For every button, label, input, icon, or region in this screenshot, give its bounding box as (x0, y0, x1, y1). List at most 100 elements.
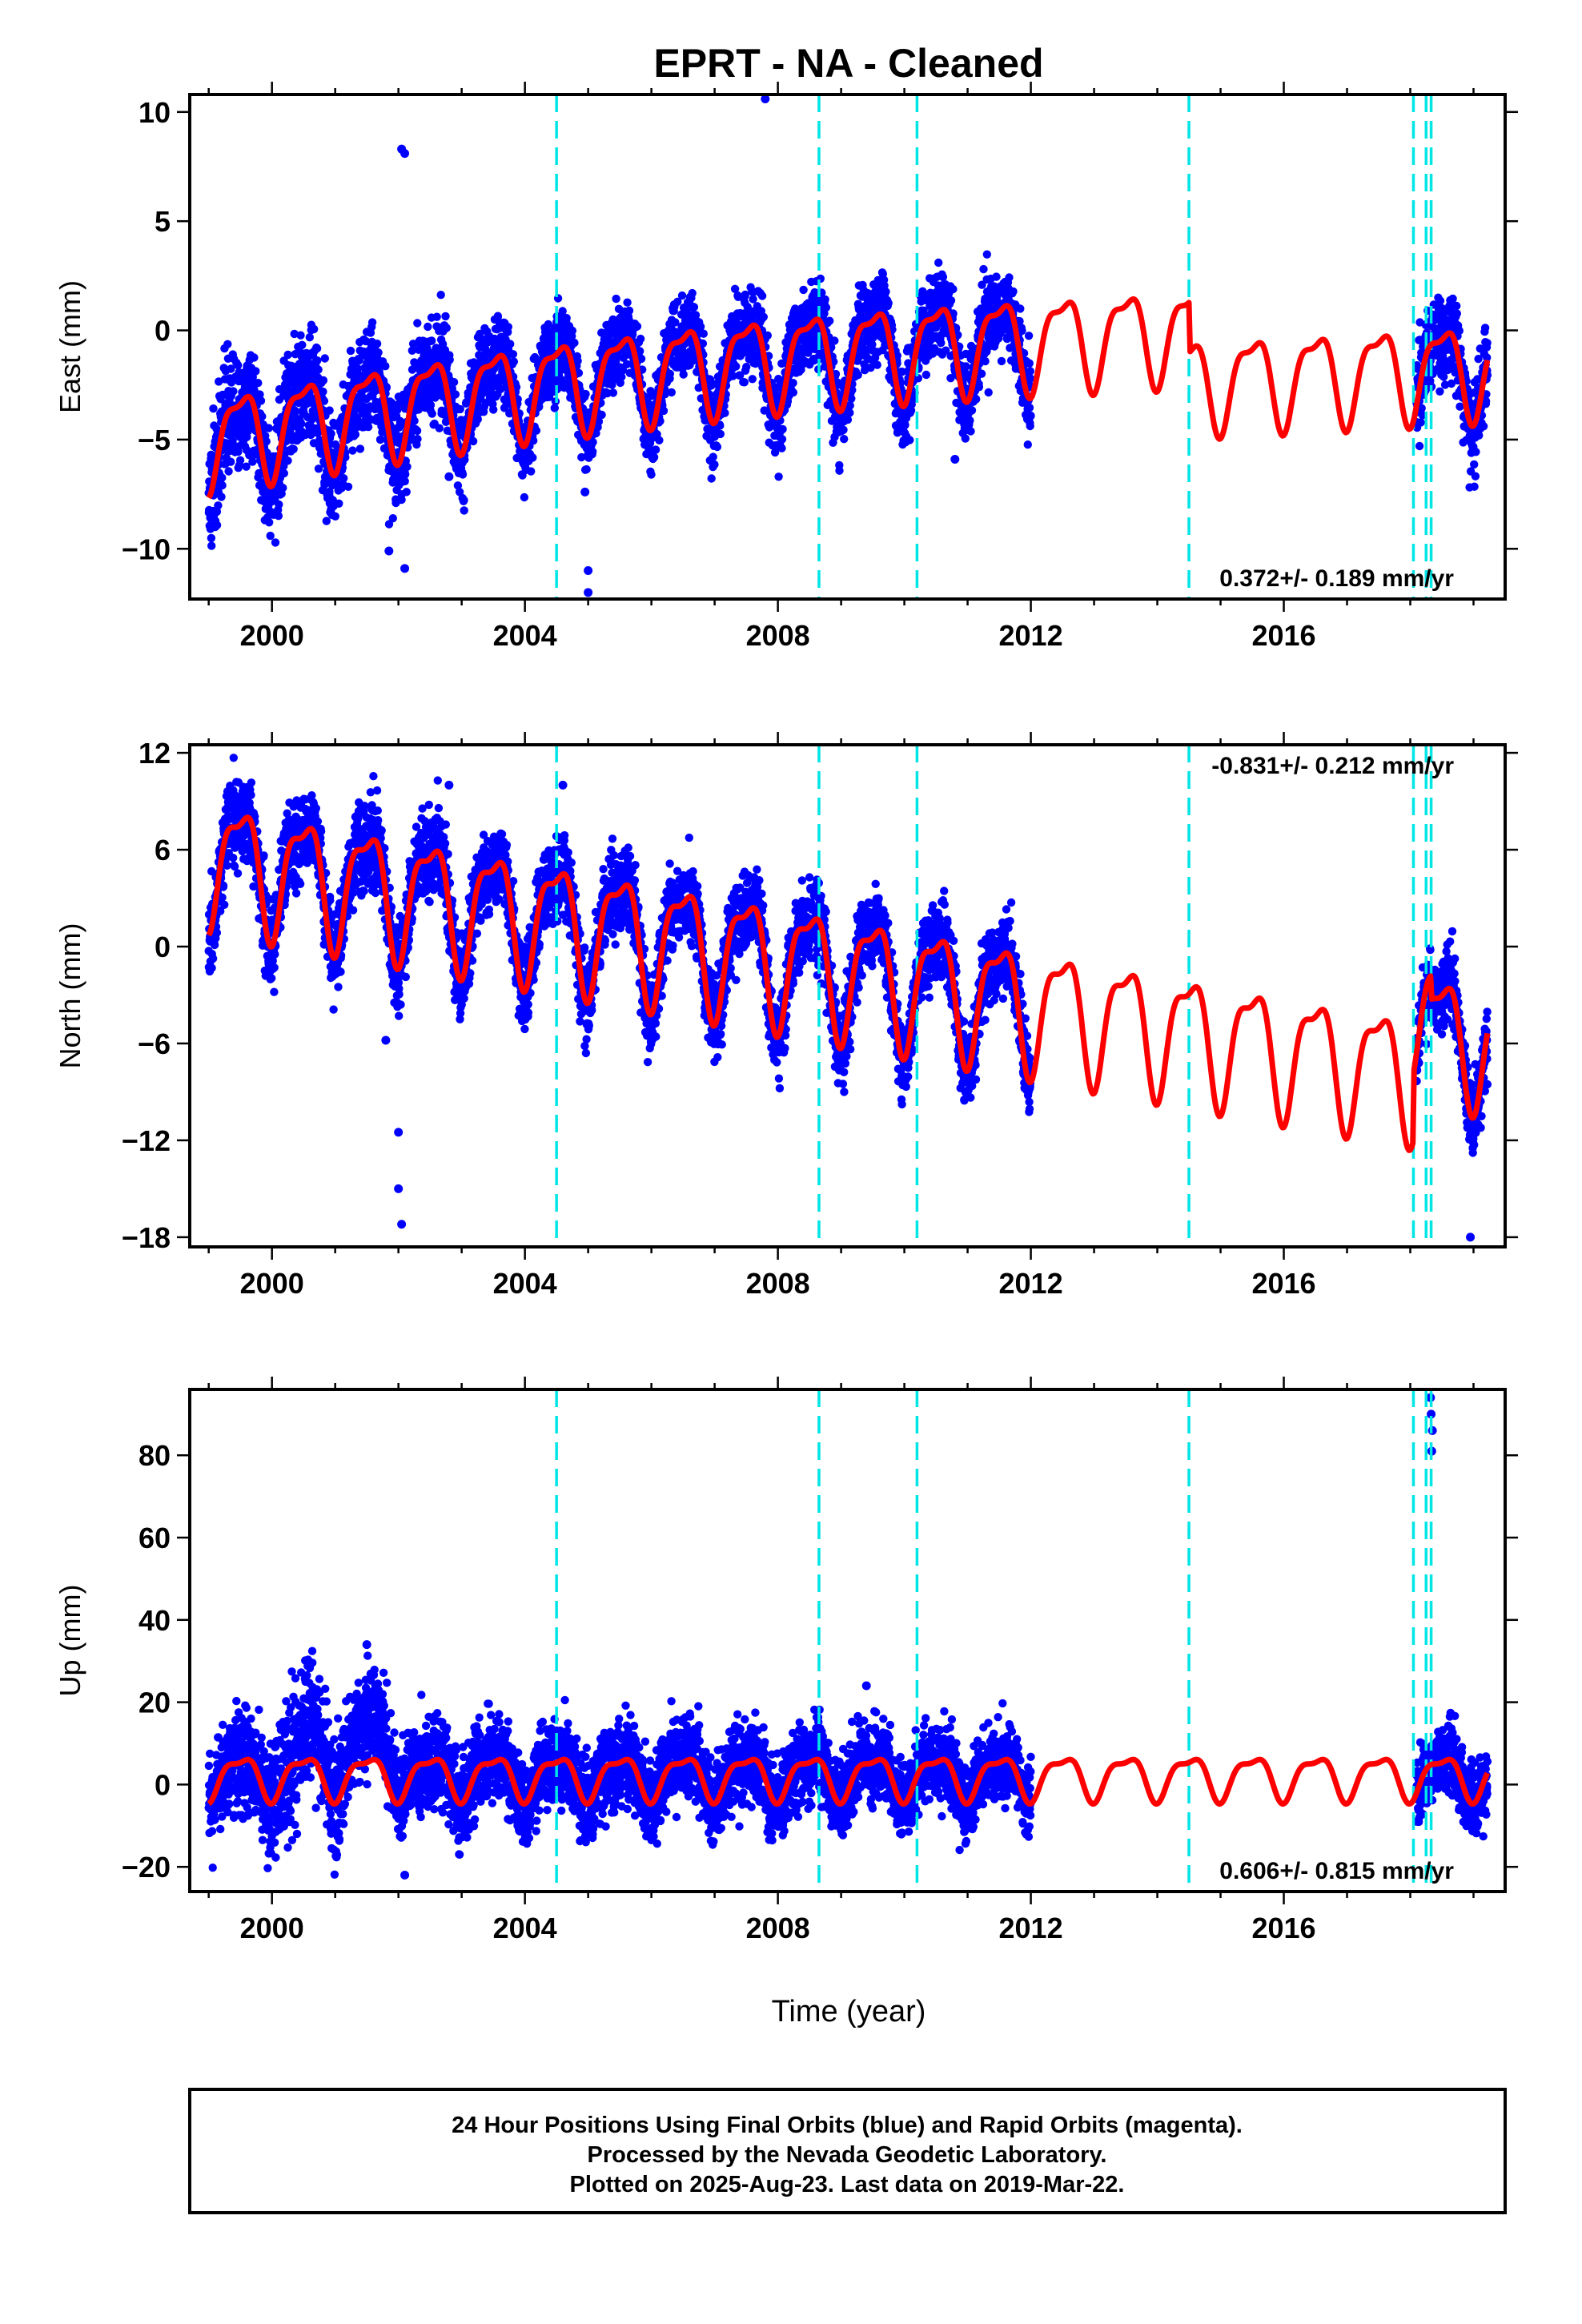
east-point (353, 364, 362, 373)
east-point (460, 496, 468, 505)
east-point (256, 396, 266, 405)
east-point (721, 408, 729, 417)
east-point (217, 493, 226, 501)
east-point (949, 284, 958, 294)
east-point (428, 409, 436, 418)
east-point (266, 531, 275, 541)
east-point (413, 319, 422, 328)
east-point (297, 419, 306, 428)
east-point (458, 470, 468, 479)
east-point (1026, 367, 1035, 376)
east-point (816, 274, 825, 283)
east-point (845, 408, 854, 417)
east-point (732, 362, 741, 371)
east-point (424, 322, 432, 332)
east-data-points (204, 250, 1492, 550)
east-point (938, 272, 948, 282)
east-point (588, 447, 597, 456)
east-point (290, 329, 299, 339)
east-point (361, 336, 371, 346)
east-point (967, 406, 977, 415)
east-point (468, 436, 478, 446)
east-point (346, 346, 355, 356)
east-point (713, 442, 722, 452)
east-point (509, 357, 518, 366)
east-point (659, 406, 669, 416)
east-point (363, 422, 373, 432)
east-point (384, 520, 394, 529)
east-point (319, 387, 327, 396)
east-point (408, 340, 418, 348)
east-point (504, 323, 512, 332)
east-point (313, 356, 322, 365)
east-point (972, 395, 981, 404)
east-point (243, 427, 252, 436)
east-point (289, 444, 298, 453)
east-point (873, 360, 881, 369)
east-point (298, 340, 307, 349)
east-point (934, 258, 943, 267)
east-point (508, 350, 518, 359)
east-point (647, 470, 656, 479)
east-point (1025, 359, 1034, 368)
east-point (307, 430, 315, 440)
east-point (456, 404, 464, 414)
east-point (271, 538, 280, 547)
east-point (327, 429, 335, 438)
east-point (355, 444, 365, 453)
east-point (227, 457, 235, 466)
east-point (506, 340, 515, 348)
east-point (962, 362, 970, 371)
east-point (367, 318, 377, 327)
east-point (255, 390, 264, 399)
east-point (207, 541, 216, 550)
east-point (227, 364, 235, 373)
east-point (881, 287, 890, 296)
east-point (677, 291, 687, 300)
east-point (218, 480, 227, 490)
east-point (320, 354, 329, 363)
east-point (544, 320, 552, 329)
east-point (496, 384, 505, 393)
east-point (212, 521, 222, 529)
east-point (992, 272, 1001, 281)
east-point (1435, 387, 1444, 396)
east-point (291, 407, 300, 416)
east-point (339, 474, 348, 483)
east-point (335, 499, 343, 508)
east-point (568, 326, 577, 336)
east-point (1452, 309, 1462, 318)
east-point (840, 435, 849, 444)
east-point (209, 404, 218, 413)
east-point (265, 518, 274, 527)
east-point (325, 406, 334, 415)
east-point (283, 350, 292, 360)
east-point (314, 365, 323, 374)
east-point (449, 378, 459, 387)
east-point (961, 434, 970, 443)
east-point (1435, 296, 1445, 305)
east-point (937, 339, 946, 348)
east-point (789, 379, 797, 388)
east-point (789, 388, 797, 397)
east-point (982, 250, 992, 259)
east-point (655, 436, 664, 444)
east-point (310, 324, 319, 334)
east-point (1024, 332, 1034, 340)
east-point (1452, 301, 1461, 311)
east-point (984, 388, 993, 397)
east-point (381, 362, 390, 371)
east-point (218, 473, 227, 482)
east-point (400, 476, 409, 486)
east-point (234, 360, 243, 370)
east-point (442, 324, 451, 332)
east-point (314, 464, 323, 473)
east-point (905, 436, 914, 444)
east-point (410, 416, 419, 425)
east-point (651, 445, 661, 454)
east-point (884, 299, 893, 308)
east-point (689, 303, 699, 312)
east-point (214, 501, 223, 510)
